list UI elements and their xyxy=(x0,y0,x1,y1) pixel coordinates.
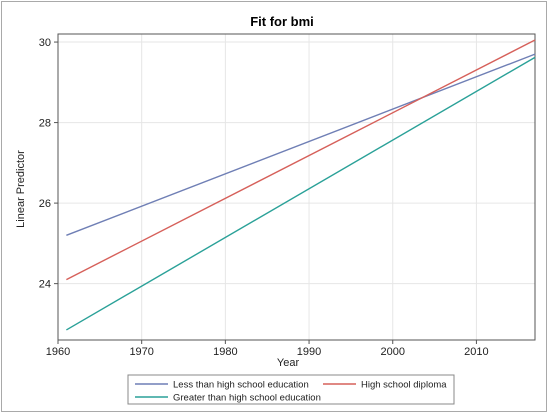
plot-area xyxy=(57,33,536,341)
x-tick-label: 2010 xyxy=(464,346,488,358)
series-line xyxy=(66,56,536,331)
x-axis-label: Year xyxy=(277,357,300,369)
y-tick-label: 26 xyxy=(39,198,51,210)
x-tick-label: 1970 xyxy=(129,346,153,358)
series-lines xyxy=(66,39,536,331)
y-tick-label: 24 xyxy=(39,279,51,291)
series-line xyxy=(66,39,536,281)
legend-label: Less than high school education xyxy=(173,380,309,391)
chart-title: Fit for bmi xyxy=(250,14,314,29)
y-axis-label: Linear Predictor xyxy=(15,150,27,228)
x-tick-label: 1960 xyxy=(46,346,70,358)
x-tick-label: 1990 xyxy=(297,346,321,358)
legend-box xyxy=(127,374,455,405)
legend-label: Greater than high school education xyxy=(173,393,321,404)
legend: Less than high school education High scho… xyxy=(127,374,455,405)
y-tick-label: 30 xyxy=(39,37,51,49)
y-tick-label: 28 xyxy=(39,118,51,130)
x-tick-label: 1980 xyxy=(213,346,237,358)
x-tick-label: 2000 xyxy=(380,346,404,358)
series-line xyxy=(66,53,536,236)
gridlines xyxy=(57,34,535,340)
axis-ticks: 1960 1970 1980 1990 2000 2010 24 26 28 30 xyxy=(39,37,489,358)
legend-label: High school diploma xyxy=(361,380,447,391)
